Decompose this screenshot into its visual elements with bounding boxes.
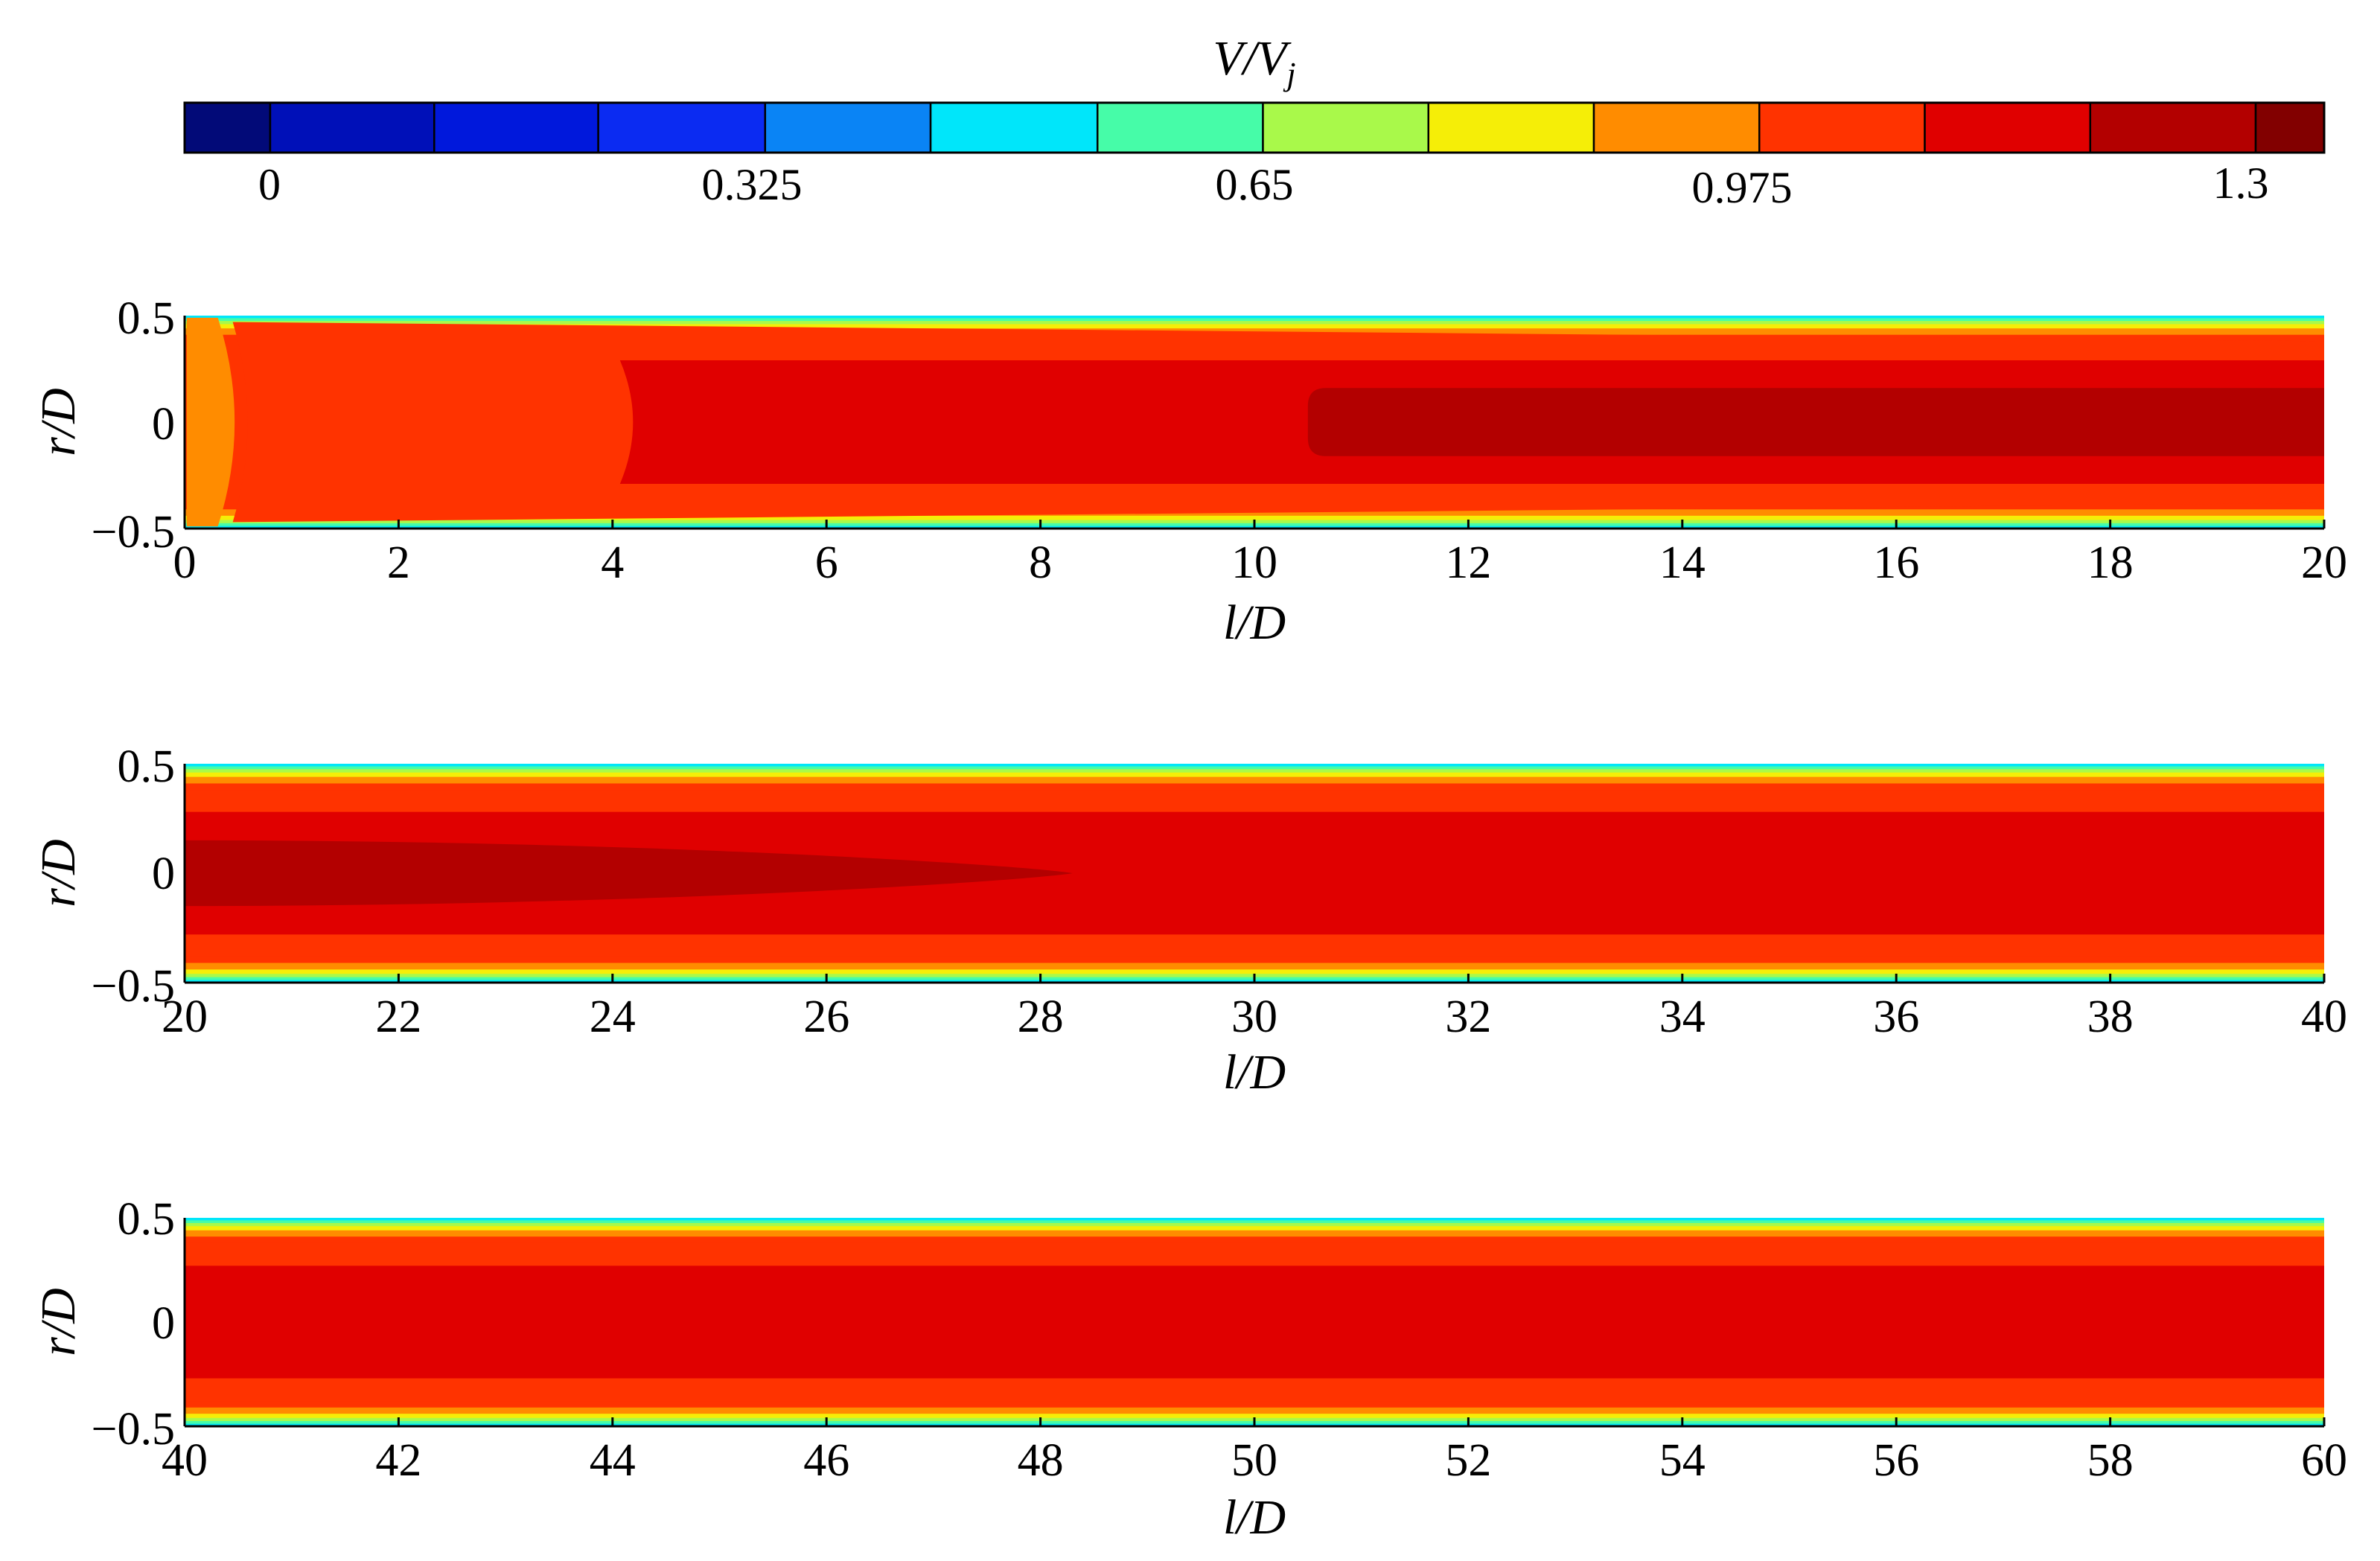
x-axis-title: l/D <box>1223 1490 1286 1545</box>
contour-field-3 <box>185 1218 2324 1426</box>
y-axis-title: r/D <box>31 388 86 456</box>
colorbar-cell <box>1096 101 1264 154</box>
colorbar-cell <box>433 101 599 154</box>
x-tick-label: 6 <box>815 537 838 588</box>
x-tick-label: 16 <box>1873 537 1919 588</box>
colorbar-tick-label: 0.65 <box>1216 160 1294 209</box>
y-ticks-3: 0.5 0 −0.5 <box>92 1194 175 1455</box>
x-tick-label: 46 <box>803 1435 849 1486</box>
contour-field-1 <box>185 316 2324 529</box>
colorbar-tick-label: 0.975 <box>1692 163 1793 212</box>
x-tick-label: 58 <box>2087 1435 2134 1486</box>
x-tick-label: 44 <box>590 1435 636 1486</box>
colorbar-cell <box>183 101 272 154</box>
contour-panel-2: 20 22 24 26 28 30 32 34 36 38 40 0.5 0 −0.5 l/D r/… <box>31 741 2347 1099</box>
y-axis-title: r/D <box>31 1288 86 1356</box>
x-tick-label: 20 <box>162 992 208 1042</box>
x-tick-label: 12 <box>1445 537 1491 588</box>
contour-region <box>185 840 1073 907</box>
x-tick-label: 30 <box>1231 992 1277 1042</box>
x-axis-title: l/D <box>1223 596 1286 650</box>
colorbar-cell <box>1262 101 1430 154</box>
colorbar-cell <box>2089 101 2257 154</box>
x-tick-label: 34 <box>1659 992 1706 1042</box>
colorbar-cell <box>929 101 1099 154</box>
y-tick-label: 0 <box>152 1298 175 1349</box>
y-tick-label: 0.5 <box>118 293 176 344</box>
x-tick-label: 36 <box>1873 992 1919 1042</box>
colorbar-cell <box>1924 101 2092 154</box>
x-tick-label: 20 <box>2301 537 2347 588</box>
contour-field-2 <box>185 764 2324 983</box>
y-ticks-1: 0.5 0 −0.5 <box>92 293 175 558</box>
colorbar-cell <box>2254 101 2326 154</box>
colorbar-tick-label: 1.3 <box>2213 159 2269 208</box>
contour-panel-1: 0 2 4 6 8 10 12 14 16 18 20 0.5 0 −0.5 l/D r/D <box>31 293 2347 650</box>
x-tick-label: 54 <box>1659 1435 1706 1486</box>
colorbar: V/Vj 0 0.325 0.65 0.975 1.3 <box>183 31 2326 212</box>
y-tick-label: 0.5 <box>118 1194 176 1245</box>
y-tick-label: −0.5 <box>92 961 175 1012</box>
x-tick-label: 40 <box>162 1435 208 1486</box>
colorbar-cell <box>1758 101 1926 154</box>
x-tick-label: 22 <box>375 992 421 1042</box>
x-tick-label: 24 <box>590 992 636 1042</box>
y-tick-label: 0 <box>152 849 175 899</box>
contour-region <box>185 811 2324 935</box>
x-tick-label: 8 <box>1029 537 1052 588</box>
y-tick-label: 0 <box>152 399 175 450</box>
x-tick-label: 50 <box>1231 1435 1277 1486</box>
contour-region <box>185 1265 2324 1379</box>
x-tick-label: 60 <box>2301 1435 2347 1486</box>
colorbar-frame <box>183 101 2326 154</box>
colorbar-cell <box>269 101 436 154</box>
x-ticks-1: 0 2 4 6 8 10 12 14 16 18 20 <box>173 520 2347 588</box>
x-axis-title: l/D <box>1223 1045 1286 1099</box>
colorbar-cell <box>1427 101 1595 154</box>
contour-region <box>186 317 235 527</box>
x-tick-label: 56 <box>1873 1435 1919 1486</box>
colorbar-title: V/Vj <box>1213 31 1295 92</box>
y-tick-label: −0.5 <box>92 1404 175 1455</box>
colorbar-cell <box>1592 101 1761 154</box>
x-tick-label: 14 <box>1659 537 1706 588</box>
x-ticks-3: 40 42 44 46 48 50 52 54 56 58 60 <box>162 1417 2347 1486</box>
x-ticks-2: 20 22 24 26 28 30 32 34 36 38 40 <box>162 974 2347 1042</box>
y-tick-label: 0.5 <box>118 741 176 792</box>
x-tick-label: 4 <box>601 537 624 588</box>
y-tick-label: −0.5 <box>92 507 175 558</box>
x-tick-label: 52 <box>1445 1435 1491 1486</box>
x-tick-label: 2 <box>387 537 410 588</box>
x-tick-label: 48 <box>1018 1435 1064 1486</box>
x-tick-label: 32 <box>1445 992 1491 1042</box>
x-tick-label: 40 <box>2301 992 2347 1042</box>
colorbar-tick-label: 0.325 <box>702 160 803 209</box>
x-tick-label: 0 <box>173 537 197 588</box>
contour-panel-3: 40 42 44 46 48 50 52 54 56 58 60 0.5 0 −0.5 l/D r/… <box>31 1194 2347 1545</box>
x-tick-label: 38 <box>2087 992 2134 1042</box>
x-tick-label: 42 <box>375 1435 421 1486</box>
x-tick-label: 28 <box>1018 992 1064 1042</box>
x-tick-label: 26 <box>803 992 849 1042</box>
colorbar-cells <box>183 101 2326 154</box>
x-tick-label: 10 <box>1231 537 1277 588</box>
contour-region <box>1307 388 2324 456</box>
y-axis-title: r/D <box>31 839 86 907</box>
x-tick-label: 18 <box>2087 537 2134 588</box>
colorbar-cell <box>764 101 932 154</box>
colorbar-tick-label: 0 <box>258 160 281 209</box>
y-ticks-2: 0.5 0 −0.5 <box>92 741 175 1012</box>
colorbar-cell <box>597 101 767 154</box>
